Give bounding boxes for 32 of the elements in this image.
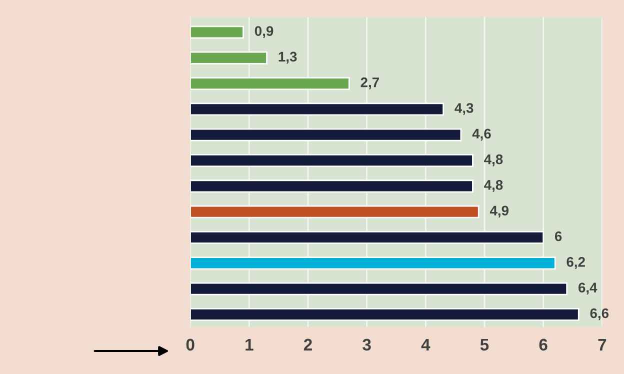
bar [190,230,544,244]
bar [190,308,580,321]
bar [190,51,268,64]
data-label: 6 [554,231,562,242]
data-label: 4,9 [490,206,509,218]
data-label: 4,8 [484,154,503,166]
bar [190,256,556,270]
data-label: 6,4 [578,282,598,295]
bar [190,180,474,193]
data-label: 4,3 [454,103,474,115]
data-label: 6,2 [566,257,585,269]
bar [190,128,462,142]
bar [190,26,244,39]
x-tick-label: 3 [362,338,371,351]
bar [190,154,474,167]
x-tick-label: 7 [598,338,606,350]
x-tick-label: 6 [539,338,548,351]
x-tick-label: 0 [186,338,194,351]
data-label: 6,6 [590,308,609,320]
x-tick-label: 5 [480,338,489,351]
bar [190,282,568,296]
data-label: 1,3 [278,52,297,64]
x-tick-label: 4 [421,338,430,350]
data-label: 4,8 [484,180,503,192]
bar [190,102,444,116]
data-label: 2,7 [360,77,379,90]
x-tick-label: 2 [304,338,312,350]
data-label: 0,9 [254,26,274,38]
x-tick-label: 1 [246,338,254,350]
bar [190,205,480,218]
bar [190,77,350,90]
data-label: 4,6 [472,128,491,141]
